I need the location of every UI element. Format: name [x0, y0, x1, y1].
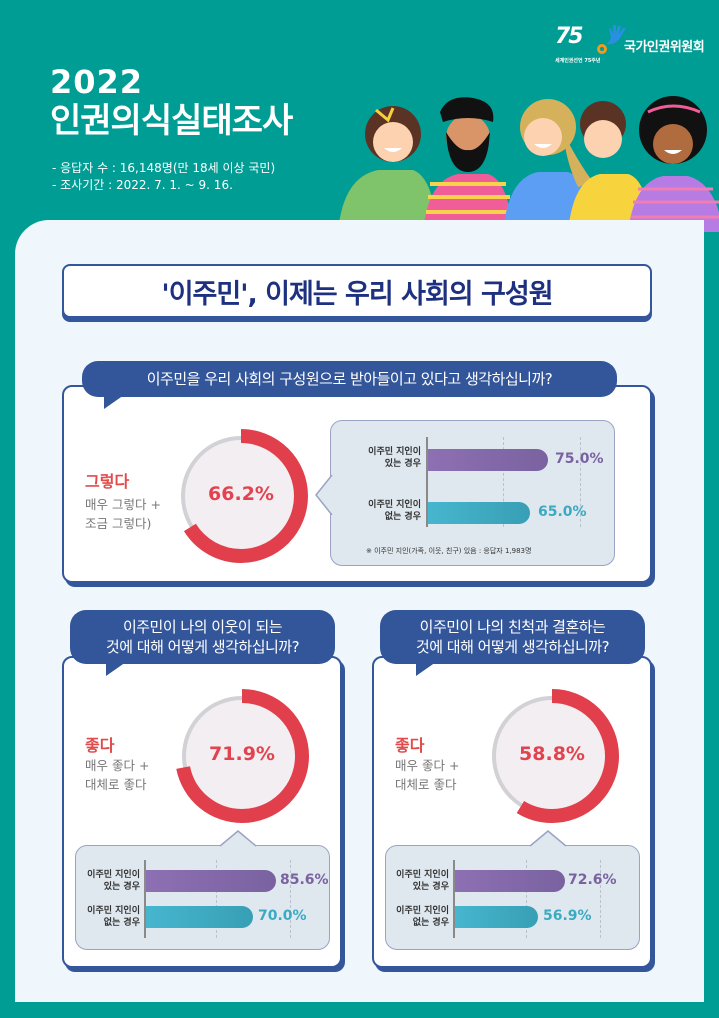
q3-answer-sub2: 대체로 좋다 — [395, 777, 457, 792]
people-illustration — [338, 96, 719, 232]
q2-bar-unknown — [146, 906, 253, 928]
q3-percent: 58.8% — [519, 743, 585, 765]
q2-bar-label-unknown: 이주민 지인이 없는 경우 — [87, 906, 140, 928]
q2-bubble-tail — [106, 662, 126, 676]
q3-answer-sub1: 매우 좋다 + — [395, 758, 460, 773]
org-logo-dot-icon — [597, 44, 607, 54]
q1-bar-box-pointer — [315, 475, 333, 515]
q1-bubble-tail — [104, 395, 124, 409]
q1-donut-chart — [174, 429, 308, 563]
logo-75-text: 75 — [555, 24, 584, 49]
q1-bar-label-known: 이주민 지인이 있는 경우 — [368, 447, 421, 469]
q2-answer-sub2: 대체로 좋다 — [85, 777, 147, 792]
q3-value-unknown: 56.9% — [543, 908, 592, 924]
title-year: 2022 — [50, 63, 144, 101]
q2-bar-axis — [144, 860, 146, 938]
q1-grid-line — [580, 437, 581, 527]
q1-answer-sub2: 조금 그렇다) — [85, 516, 152, 531]
org-logo-hand-icon — [606, 25, 626, 45]
q3-value-known: 72.6% — [568, 872, 617, 888]
q1-value-known: 75.0% — [555, 451, 604, 467]
q2-bar-box-pointer — [220, 830, 256, 847]
q1-answer-sub1: 매우 그렇다 + — [85, 497, 161, 512]
q1-bar-label-unknown: 이주민 지인이 없는 경우 — [368, 500, 421, 522]
q2-value-unknown: 70.0% — [258, 908, 307, 924]
q2-grid-line — [290, 860, 291, 938]
q1-footnote: ※ 이주민 지인(가족, 이웃, 친구) 있음 : 응답자 1,983명 — [366, 547, 532, 555]
q2-answer-sub1: 매우 좋다 + — [85, 758, 150, 773]
org-name: 국가인권위원회 — [624, 40, 705, 55]
q3-grid-line — [600, 860, 601, 938]
q1-answer-label: 그렇다 — [85, 472, 130, 491]
q2-value-known: 85.6% — [280, 872, 329, 888]
q3-bar-unknown — [455, 906, 538, 928]
q1-percent: 66.2% — [208, 483, 274, 505]
q3-bubble-tail — [416, 662, 436, 676]
q1-bar-known — [428, 449, 548, 471]
q3-bar-label-known: 이주민 지인이 있는 경우 — [396, 870, 449, 892]
q3-bar-axis — [453, 860, 455, 938]
q3-bar-known — [455, 870, 565, 892]
survey-period: - 조사기간 : 2022. 7. 1. ~ 9. 16. — [52, 178, 233, 192]
q1-bar-unknown — [428, 502, 530, 524]
q3-question: 이주민이 나의 친척과 결혼하는 것에 대해 어떻게 생각하십니까? — [380, 610, 645, 664]
q2-bar-box — [75, 845, 330, 950]
q3-answer-label: 좋다 — [395, 736, 425, 755]
logo-75-subtext: 세계인권선언 75주년 — [555, 58, 601, 64]
q3-bar-box-pointer — [530, 830, 566, 847]
q2-question: 이주민이 나의 이웃이 되는 것에 대해 어떻게 생각하십니까? — [70, 610, 335, 664]
q2-bar-known — [146, 870, 276, 892]
q1-value-unknown: 65.0% — [538, 504, 587, 520]
q1-question: 이주민을 우리 사회의 구성원으로 받아들이고 있다고 생각하십니까? — [82, 361, 617, 397]
q2-bar-label-known: 이주민 지인이 있는 경우 — [87, 870, 140, 892]
q3-bar-label-unknown: 이주민 지인이 없는 경우 — [396, 906, 449, 928]
q2-grid-line — [216, 860, 217, 938]
headline-banner: '이주민', 이제는 우리 사회의 구성원 — [62, 264, 652, 318]
q3-bar-box — [385, 845, 640, 950]
respondents-info: - 응답자 수 : 16,148명(만 18세 이상 국민) — [52, 161, 276, 175]
page-title: 인권의식실태조사 — [50, 101, 293, 141]
q1-bar-box — [330, 420, 615, 566]
q1-bar-axis — [426, 437, 428, 527]
q3-donut-chart — [485, 689, 619, 823]
q3-grid-line — [526, 860, 527, 938]
anniversary-75-logo: 75 세계인권선언 75주년 — [555, 24, 601, 65]
q2-percent: 71.9% — [209, 743, 275, 765]
q2-answer-label: 좋다 — [85, 736, 115, 755]
q1-grid-line — [503, 437, 504, 527]
q2-donut-chart — [175, 689, 309, 823]
